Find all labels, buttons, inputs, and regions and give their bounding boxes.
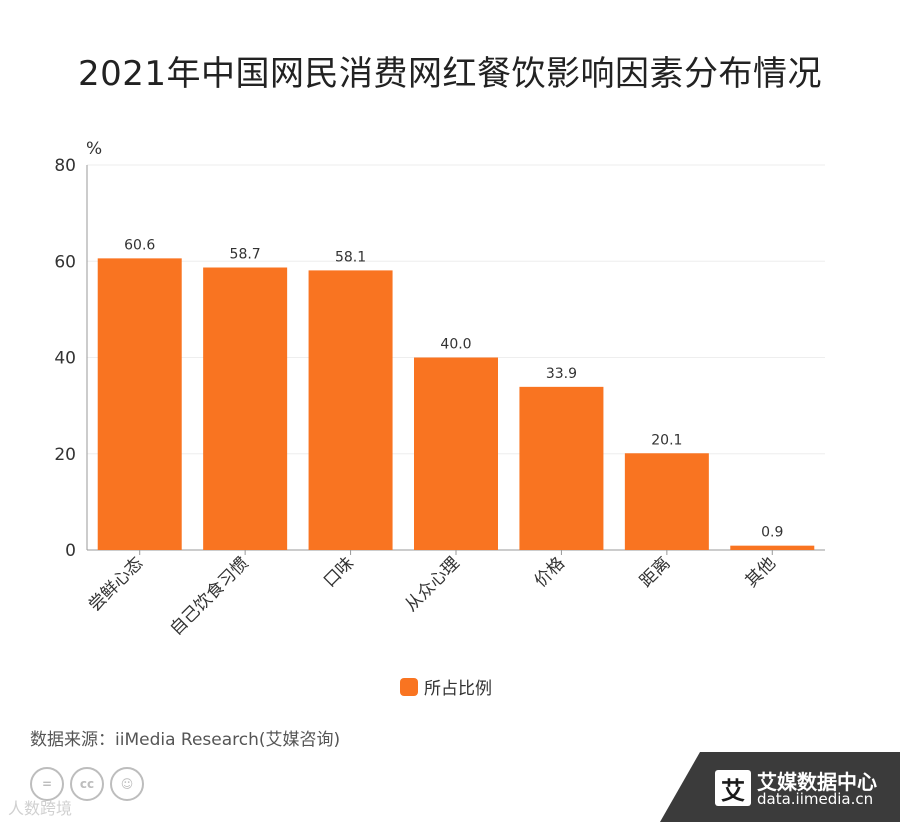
x-tick-label: 其他 — [742, 553, 780, 591]
chart-title: 2021年中国网民消费网红餐饮影响因素分布情况 — [77, 54, 823, 94]
brand-footer: 艾 艾媒数据中心 data.iimedia.cn — [660, 752, 900, 822]
x-tick-label: 距离 — [636, 553, 674, 591]
y-tick-label: 80 — [54, 156, 76, 176]
brand-name: 艾媒数据中心 — [757, 770, 877, 794]
y-tick-label: 60 — [54, 252, 76, 272]
y-tick-label: 40 — [54, 349, 76, 369]
data-label: 40.0 — [440, 337, 471, 353]
source-note: 数据来源：iiMedia Research(艾媒咨询) — [30, 730, 341, 750]
data-label: 60.6 — [124, 237, 155, 253]
legend-label: 所占比例 — [424, 679, 492, 699]
data-label: 0.9 — [761, 525, 783, 541]
equals-icon: = — [30, 767, 64, 801]
label-layer: 60.6 58.7 58.1 40.0 33.9 20.1 0.9 — [124, 237, 783, 540]
bar — [97, 258, 182, 550]
person-icon: ☺ — [110, 767, 144, 801]
x-tick-label: 自己饮食习惯 — [166, 553, 252, 639]
bar — [203, 267, 288, 550]
bar — [624, 453, 709, 550]
bar-chart: 0 20 40 60 80% 尝鲜心态 自己饮食习惯 口味 从众心理 价格 距离 其他 60.6 58.… — [54, 139, 825, 640]
x-tick-label: 口味 — [320, 553, 358, 591]
cc-icons: = cc ☺ — [30, 767, 144, 801]
y-axis-unit: % — [86, 139, 102, 159]
x-tick-label: 尝鲜心态 — [85, 553, 147, 615]
data-label: 58.7 — [230, 247, 261, 263]
brand-url: data.iimedia.cn — [757, 790, 874, 808]
watermark: 人数跨境 — [8, 799, 73, 818]
data-label: 58.1 — [335, 249, 366, 265]
bar — [730, 545, 815, 550]
y-tick-label: 0 — [65, 541, 76, 561]
x-tick-label: 价格 — [531, 553, 569, 591]
license-block: = cc ☺ 人数跨境 — [8, 765, 168, 820]
data-label: 33.9 — [546, 366, 577, 382]
bar — [308, 270, 393, 550]
x-tick-label: 从众心理 — [401, 553, 463, 615]
bar — [519, 386, 604, 550]
legend-swatch — [400, 677, 418, 696]
brand-logo-icon: 艾 — [715, 770, 751, 806]
bar-layer — [97, 258, 815, 550]
y-tick-label: 20 — [54, 445, 76, 465]
cc-icon: cc — [70, 767, 104, 801]
data-label: 20.1 — [651, 432, 682, 448]
bar — [414, 357, 498, 550]
legend: 所占比例 — [400, 674, 492, 699]
